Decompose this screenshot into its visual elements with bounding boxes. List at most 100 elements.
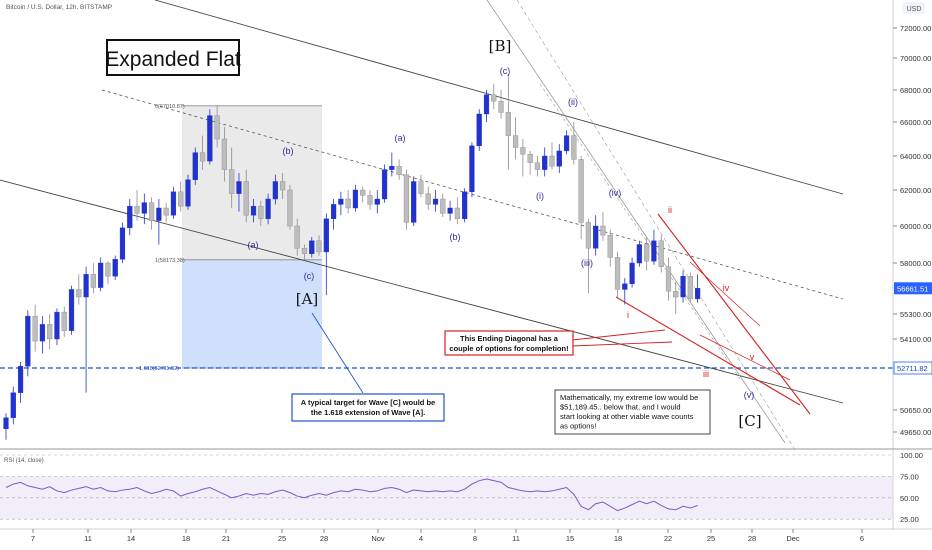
price-tick-label: 64000.00 <box>900 152 931 161</box>
red-note-line: couple of options for completion! <box>449 344 568 353</box>
currency-label: USD <box>907 6 922 13</box>
price-tick-label: 49650.00 <box>900 428 931 437</box>
candle-body <box>607 235 613 258</box>
candle-body <box>374 198 380 205</box>
symbol-header: Bitcoin / U.S. Dollar, 12h, BITSTAMP <box>6 4 112 11</box>
diagonal-upper-line <box>657 213 811 415</box>
last-price-label: 56661.51 <box>897 284 928 293</box>
wave-labels: (a) (b) (c) [A] (a) (b) (c) [B] (i) (ii) (iii) (iv)… <box>248 37 762 430</box>
black-note-box <box>554 389 711 435</box>
c-channel-line-1 <box>486 0 786 444</box>
candle-body <box>294 225 300 249</box>
date-tick-label: Nov <box>371 534 385 543</box>
candle-body <box>258 205 264 219</box>
wave-label: iv <box>723 283 730 293</box>
diagonal-inner-line <box>689 261 761 327</box>
candle-body <box>214 115 220 140</box>
wave-label: (c) <box>304 271 315 281</box>
last-price-badge <box>894 282 932 295</box>
candle-body <box>549 155 555 167</box>
candle-body <box>440 198 446 214</box>
candle-body <box>47 324 53 340</box>
candle-body <box>527 154 533 164</box>
red-note-pointer-1 <box>571 329 666 341</box>
candle-body <box>76 289 82 298</box>
rsi-tick-label: 50.00 <box>900 494 919 503</box>
candle-body <box>680 276 686 298</box>
candle-body <box>593 225 599 249</box>
candle-body <box>105 262 111 277</box>
price-tick-label: 62000.00 <box>900 186 931 195</box>
candle-body <box>571 135 577 160</box>
candle-body <box>338 198 344 205</box>
candle-body <box>199 152 206 162</box>
date-tick-label: 21 <box>222 534 230 543</box>
date-tick-label: 22 <box>664 534 672 543</box>
middle-channel-line <box>101 89 844 300</box>
trend-lines <box>0 0 893 451</box>
candle-body <box>396 165 402 175</box>
candle-body <box>411 181 417 223</box>
black-note-line: start looking at other viable wave count… <box>560 412 694 421</box>
candle-body <box>170 191 177 216</box>
fib-label-0: 0(67010.87) <box>155 104 185 110</box>
candle-body <box>134 205 140 214</box>
candle-body <box>163 207 169 216</box>
candle-body <box>90 274 96 288</box>
price-tick-label: 54100.00 <box>900 335 931 344</box>
date-tick-label: 28 <box>320 534 328 543</box>
candle-body <box>25 315 31 367</box>
wave-label: (v) <box>744 390 755 400</box>
price-tick-label: 70000.00 <box>900 54 931 63</box>
candle-body <box>673 291 679 298</box>
candle-body <box>17 365 24 393</box>
candle-body <box>636 244 642 264</box>
date-tick-label: 18 <box>182 534 190 543</box>
candle-body <box>272 181 278 200</box>
diagonal-inner-line-2 <box>699 334 791 381</box>
wave-label: ii <box>668 205 672 215</box>
lower-channel-line <box>0 179 844 404</box>
candle-body <box>156 207 162 221</box>
candle-body <box>229 169 235 194</box>
candle-body <box>127 205 133 229</box>
candle-body <box>221 138 228 170</box>
date-tick-label: 11 <box>84 534 92 543</box>
candle-body <box>323 218 329 253</box>
candle-body <box>83 274 89 298</box>
candle-body <box>563 135 570 152</box>
candle-body <box>600 225 606 236</box>
candle-body <box>301 247 308 254</box>
candle-body <box>469 145 475 193</box>
fib-box-blue <box>182 259 322 368</box>
fib-label-1: 1(58173.38) <box>155 258 185 264</box>
candle-body <box>360 189 366 196</box>
candle-body <box>98 262 104 288</box>
wave-label: v <box>750 352 755 362</box>
candle-body <box>61 311 67 331</box>
candle-body <box>119 227 126 260</box>
candle-body <box>331 204 337 219</box>
wave-label: (iv) <box>609 188 622 198</box>
fib-box-grey <box>182 105 322 260</box>
blue-note-box <box>291 393 445 422</box>
candle-body <box>658 240 664 267</box>
candle-body <box>578 159 584 223</box>
blue-note-line: the 1.618 extension of Wave [A]. <box>311 408 425 417</box>
candle-body <box>542 155 548 170</box>
candle-body <box>3 417 9 429</box>
rsi-line <box>5 478 698 512</box>
candle-body <box>207 115 213 162</box>
date-tick-label: 4 <box>419 534 423 543</box>
candle-body <box>498 100 504 113</box>
candle-body <box>381 169 388 200</box>
candle-body <box>425 193 431 205</box>
candle-body <box>280 181 286 191</box>
rsi-tick-label: 75.00 <box>900 472 919 481</box>
date-tick-label: 25 <box>707 534 715 543</box>
currency-chip[interactable] <box>903 2 925 14</box>
date-tick-label: 25 <box>278 534 286 543</box>
